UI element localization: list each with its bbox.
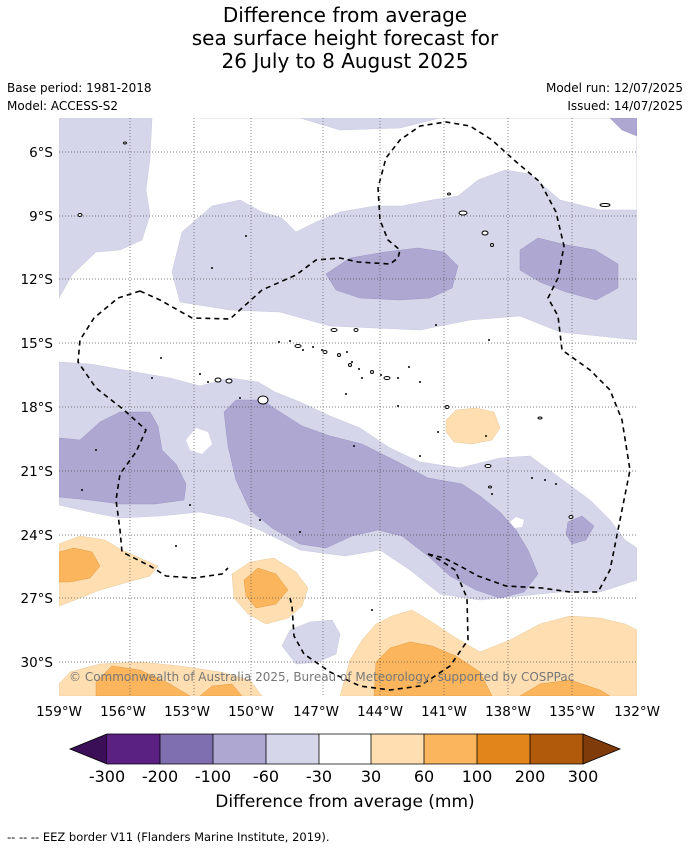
negative-area-ne-corner [609,118,637,137]
negative-area-east-small [565,515,595,545]
colorbar: -300 -200 -100 -60 -30 30 60 100 200 300 [68,733,622,786]
anomaly-area-top [171,118,637,341]
colorbar-box [371,734,424,764]
graticule [59,118,637,696]
colorbar-label: -100 [195,767,231,786]
lat-label: 21°S [21,464,54,480]
negative-area-west [59,411,187,505]
meta-left: Base period: 1981-2018 Model: ACCESS-S2 [7,79,152,115]
lat-label: 9°S [29,209,53,225]
lat-label: 12°S [21,272,54,288]
issued-date: Issued: 14/07/2025 [567,99,683,113]
meta-right: Model run: 12/07/2025 Issued: 14/07/2025 [546,79,683,115]
colorbar-label: 300 [568,767,599,786]
colorbar-box [213,734,266,764]
positive-strong-se-2 [519,679,611,696]
anomaly-area-nw [59,118,153,299]
colorbar-box [530,734,583,764]
lon-label: 135°W [549,704,595,720]
title-line-2: sea surface height forecast for [191,26,499,50]
lat-label: 18°S [21,400,54,416]
lat-label: 27°S [21,591,54,607]
lon-label: 141°W [421,704,467,720]
lat-label: 24°S [21,528,54,544]
lat-label: 6°S [29,145,53,161]
colorbar-boxes [107,734,583,764]
colorbar-label: -300 [89,767,125,786]
positive-strong-se [373,641,493,696]
map-title: Difference from average sea surface heig… [0,4,690,73]
positive-area-islands [445,407,501,445]
copyright-notice: © Commonwealth of Australia 2025, Bureau… [69,670,574,684]
lon-label: 138°W [485,704,531,720]
colorbar-under-arrow [68,733,108,765]
eez-legend: -- -- -- EEZ border V11 (Flanders Marine… [7,830,330,844]
colorbar-box [319,734,371,764]
colorbar-label: -60 [253,767,279,786]
neutral-hole-2 [510,517,524,528]
negative-area-central [223,399,539,599]
colorbar-box [266,734,319,764]
lon-label: 153°W [164,704,210,720]
colorbar-box [477,734,530,764]
positive-strong-south-2 [199,683,243,696]
title-line-3: 26 July to 8 August 2025 [221,49,469,73]
model-run: Model run: 12/07/2025 [545,81,683,95]
colorbar-box [424,734,477,764]
lat-labels: 6°S 9°S 12°S 15°S 18°S 21°S 24°S 27°S 30… [21,145,54,671]
islands [77,141,611,519]
title-line-1: Difference from average [222,3,468,27]
anomaly-area-south [281,619,341,665]
negative-area-ne [519,237,619,301]
lat-label: 30°S [21,655,54,671]
positive-strong-sw [59,547,101,583]
lon-label: 132°W [614,704,660,720]
negative-area-north [325,247,459,301]
lat-label: 15°S [21,336,54,352]
colorbar-label: 100 [462,767,493,786]
neutral-hole-1 [186,428,212,454]
colorbar-label: -200 [142,767,178,786]
colorbar-label: 60 [414,767,434,786]
base-period: Base period: 1981-2018 [7,81,152,95]
colorbar-label: 200 [515,767,546,786]
model-name: Model: ACCESS-S2 [7,99,119,113]
colorbar-label: -30 [306,767,332,786]
lon-label: 156°W [100,704,146,720]
lon-label: 147°W [293,704,339,720]
colorbar-box [160,734,213,764]
small-islands [81,235,557,611]
colorbar-title: Difference from average (mm) [215,792,475,812]
lon-label: 144°W [357,704,403,720]
colorbar-box [107,734,160,764]
colorbar-labels: -300 -200 -100 -60 -30 30 60 100 200 300 [89,767,598,786]
lon-labels: 159°W 156°W 153°W 150°W 147°W 144°W 141°… [36,704,660,720]
lon-label: 159°W [36,704,82,720]
positive-strong-south [95,665,191,696]
anomaly-field: © Commonwealth of Australia 2025, Bureau… [59,118,637,696]
colorbar-label: 30 [361,767,381,786]
eez-borders [77,121,631,691]
lon-label: 150°W [228,704,274,720]
colorbar-over-arrow [582,733,622,765]
